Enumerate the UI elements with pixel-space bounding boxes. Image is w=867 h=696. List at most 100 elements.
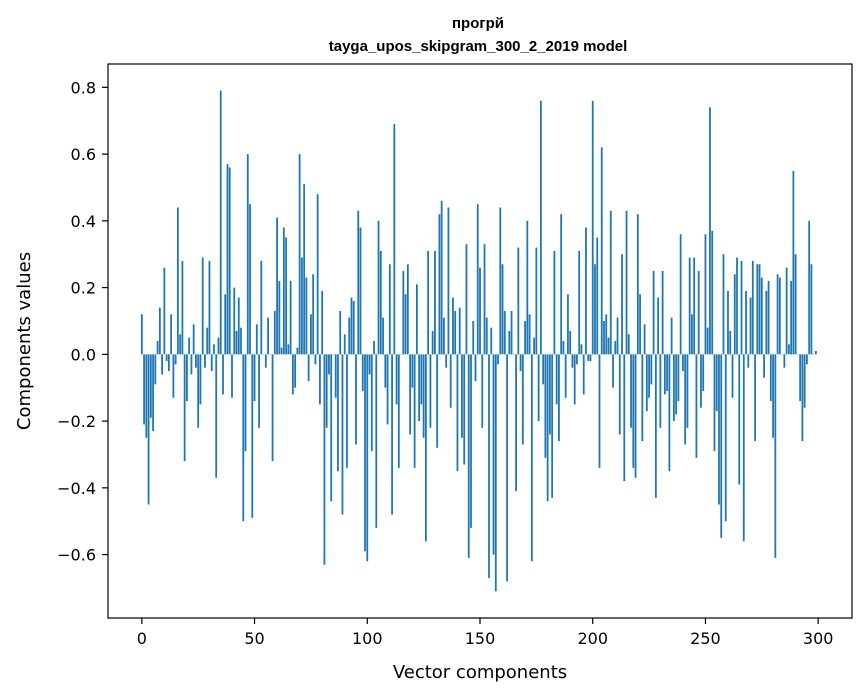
bar xyxy=(787,344,790,355)
bar xyxy=(244,354,247,452)
bar xyxy=(585,227,587,355)
bar xyxy=(578,250,581,355)
bar xyxy=(596,237,599,355)
bar xyxy=(418,354,421,422)
bar xyxy=(251,354,254,518)
bar xyxy=(409,354,412,435)
bar xyxy=(323,354,326,565)
bar xyxy=(440,200,443,355)
bar xyxy=(201,257,204,355)
bar xyxy=(630,354,632,428)
bar xyxy=(709,107,711,355)
bar xyxy=(749,297,752,355)
bar xyxy=(454,310,457,355)
bar xyxy=(429,354,432,428)
y-tick-label: 0.2 xyxy=(71,279,96,298)
bar xyxy=(497,354,499,365)
bar xyxy=(467,354,470,558)
bar xyxy=(140,314,143,355)
bar xyxy=(307,354,310,382)
bar xyxy=(684,354,687,445)
bar xyxy=(312,274,315,355)
bar xyxy=(402,270,405,355)
bar xyxy=(609,210,612,355)
bar xyxy=(210,354,213,372)
bar xyxy=(458,307,461,355)
chart-title: прогрй xyxy=(452,15,504,32)
bar xyxy=(580,344,583,355)
bar xyxy=(213,344,215,355)
bar xyxy=(179,334,182,355)
bar xyxy=(316,194,319,355)
bar xyxy=(190,354,193,375)
bar xyxy=(246,154,249,355)
bar xyxy=(343,334,346,355)
bar xyxy=(506,354,508,582)
bar xyxy=(751,260,754,355)
x-axis-label: Vector components xyxy=(393,662,567,683)
y-axis-label: Components values xyxy=(14,252,35,430)
bar xyxy=(530,354,533,562)
bar xyxy=(594,264,596,355)
y-tick-label: −0.2 xyxy=(57,412,96,431)
bar xyxy=(519,354,522,372)
bar xyxy=(443,317,445,355)
bar xyxy=(289,280,292,355)
bar xyxy=(555,354,558,405)
bar xyxy=(170,314,173,355)
bar xyxy=(553,250,556,355)
bar xyxy=(769,354,772,402)
bar xyxy=(314,354,317,365)
bar xyxy=(546,354,549,502)
bar xyxy=(738,354,741,485)
bar xyxy=(267,317,269,355)
bar xyxy=(397,354,400,468)
x-tick-label: 300 xyxy=(803,629,834,648)
bar xyxy=(176,207,179,355)
bar xyxy=(650,354,653,385)
bar xyxy=(806,354,808,365)
bar xyxy=(436,354,439,448)
bar xyxy=(803,354,806,408)
bar xyxy=(679,234,682,355)
bar xyxy=(548,354,551,435)
y-tick-label: 0.6 xyxy=(71,145,96,164)
bar xyxy=(143,354,145,425)
bar xyxy=(521,354,524,445)
bar xyxy=(183,354,186,462)
bar xyxy=(576,354,578,365)
bar xyxy=(204,354,206,368)
bar xyxy=(670,317,673,355)
bar xyxy=(672,354,675,422)
bar xyxy=(499,207,502,355)
bar xyxy=(195,354,197,368)
bar xyxy=(305,277,308,355)
bar xyxy=(393,124,396,355)
bar xyxy=(528,314,531,355)
bar xyxy=(792,170,795,355)
bar xyxy=(368,354,371,375)
bar xyxy=(659,354,662,428)
bar xyxy=(181,260,184,355)
bar xyxy=(740,260,743,355)
bar xyxy=(657,297,660,355)
bar xyxy=(449,354,452,408)
bar xyxy=(614,341,617,355)
bar xyxy=(733,274,736,355)
bar xyxy=(652,270,655,355)
bar xyxy=(535,247,538,355)
bar xyxy=(273,310,276,355)
bar xyxy=(616,317,619,355)
bar xyxy=(361,354,364,392)
bar xyxy=(756,264,759,355)
bar xyxy=(328,354,330,375)
bar xyxy=(222,354,224,395)
bar xyxy=(598,354,601,468)
bar xyxy=(724,354,727,522)
bar xyxy=(582,354,585,395)
bar xyxy=(754,354,756,442)
bar xyxy=(808,220,811,355)
bar xyxy=(188,337,191,355)
y-tick-label: 0.8 xyxy=(71,78,96,97)
bar xyxy=(447,207,450,355)
